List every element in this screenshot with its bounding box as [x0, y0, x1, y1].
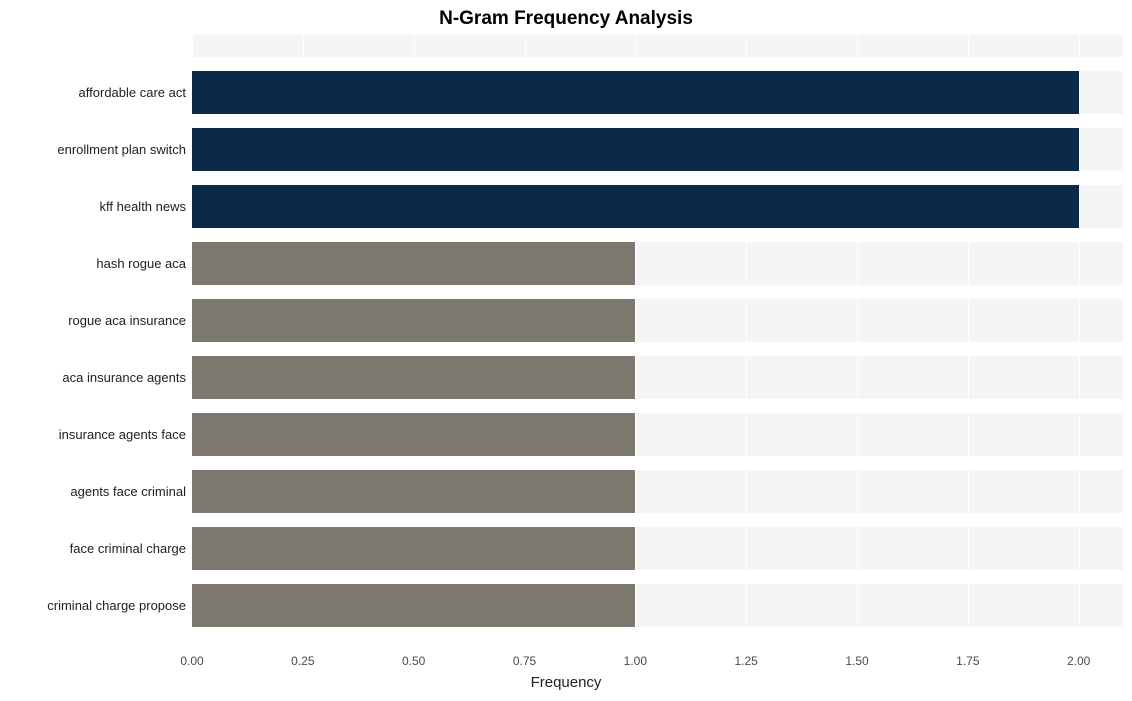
y-tick-label: aca insurance agents	[62, 370, 186, 385]
x-tick-label: 1.75	[956, 654, 979, 668]
ngram-chart: N-Gram Frequency Analysis Frequency affo…	[0, 0, 1132, 701]
x-tick-label: 0.75	[513, 654, 536, 668]
gridline	[746, 35, 747, 642]
y-tick-label: kff health news	[100, 199, 186, 214]
bar	[192, 185, 1079, 228]
x-tick-label: 0.00	[180, 654, 203, 668]
y-tick-label: face criminal charge	[70, 541, 186, 556]
bar	[192, 584, 635, 627]
chart-title: N-Gram Frequency Analysis	[0, 8, 1132, 30]
bar	[192, 527, 635, 570]
gridline	[968, 35, 969, 642]
y-tick-label: criminal charge propose	[47, 598, 186, 613]
y-tick-label: insurance agents face	[59, 427, 186, 442]
gridline	[857, 35, 858, 642]
x-tick-label: 0.50	[402, 654, 425, 668]
bar	[192, 299, 635, 342]
grid-band	[192, 35, 1123, 57]
x-tick-label: 1.00	[624, 654, 647, 668]
gridline	[635, 35, 636, 642]
bar	[192, 128, 1079, 171]
x-tick-label: 0.25	[291, 654, 314, 668]
y-tick-label: hash rogue aca	[96, 256, 186, 271]
x-axis-title: Frequency	[0, 674, 1132, 691]
y-tick-label: agents face criminal	[70, 484, 186, 499]
bar	[192, 71, 1079, 114]
y-tick-label: enrollment plan switch	[57, 142, 186, 157]
y-tick-label: affordable care act	[79, 85, 186, 100]
plot-area	[192, 35, 1123, 642]
x-tick-label: 2.00	[1067, 654, 1090, 668]
bar	[192, 356, 635, 399]
bar	[192, 413, 635, 456]
bar	[192, 242, 635, 285]
x-tick-label: 1.50	[845, 654, 868, 668]
x-tick-label: 1.25	[734, 654, 757, 668]
gridline	[1079, 35, 1080, 642]
y-tick-label: rogue aca insurance	[68, 313, 186, 328]
bar	[192, 470, 635, 513]
